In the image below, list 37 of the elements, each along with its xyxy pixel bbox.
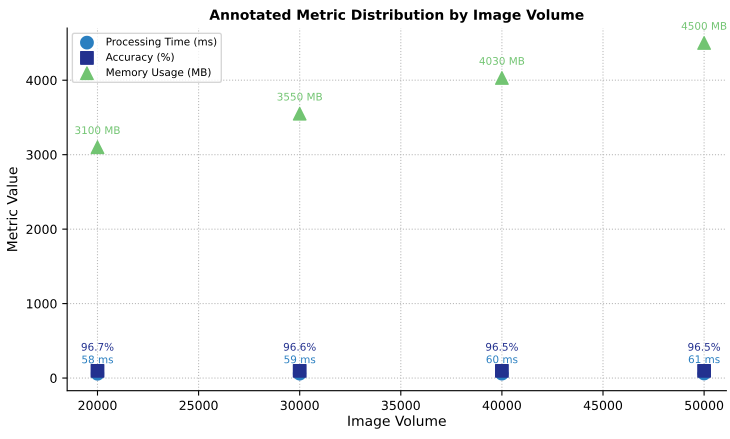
y-tick-label: 2000 <box>26 224 57 234</box>
y-tick-label: 4000 <box>26 76 57 86</box>
x-tick-label: 25000 <box>180 400 218 410</box>
x-tick-label: 40000 <box>482 400 521 410</box>
data-label: 96.5% <box>486 342 518 351</box>
y-tick-label: 1000 <box>27 299 57 309</box>
data-label: 96.6% <box>284 342 316 351</box>
legend-label: Accuracy (%) <box>106 52 174 63</box>
legend-label: Processing Time (ms) <box>106 37 216 48</box>
y-axis-title: Metric Value <box>6 167 18 251</box>
legend-label: Memory Usage (MB) <box>106 68 211 78</box>
data-label: 61 ms <box>688 355 720 364</box>
data-label: 3100 MB <box>75 126 120 134</box>
point <box>90 140 104 154</box>
data-label: 60 ms <box>486 355 518 364</box>
point <box>494 71 509 85</box>
data-label: 4030 MB <box>479 56 524 65</box>
x-tick-label: 20000 <box>78 400 117 410</box>
y-tick-label: 3000 <box>26 150 57 160</box>
x-tick-label: 50000 <box>685 400 724 410</box>
data-label: 3550 MB <box>278 92 322 101</box>
data-label: 58 ms <box>82 356 114 364</box>
data-label: 59 ms <box>284 355 316 364</box>
point <box>90 364 104 378</box>
x-tick-label: 35000 <box>382 400 420 410</box>
point <box>697 36 712 50</box>
chart-title: Annotated Metric Distribution by Image Volume <box>209 9 584 23</box>
x-axis-title: Image Volume <box>348 415 446 429</box>
point <box>292 106 307 121</box>
data-label: 96.7% <box>82 342 114 351</box>
x-tick-label: 45000 <box>584 400 622 410</box>
y-tick-label: 0 <box>50 374 57 383</box>
data-label: 96.5% <box>688 342 720 351</box>
point <box>292 364 307 378</box>
data-label: 4500 MB <box>682 22 726 30</box>
point <box>697 364 712 378</box>
x-tick-label: 30000 <box>280 400 319 410</box>
